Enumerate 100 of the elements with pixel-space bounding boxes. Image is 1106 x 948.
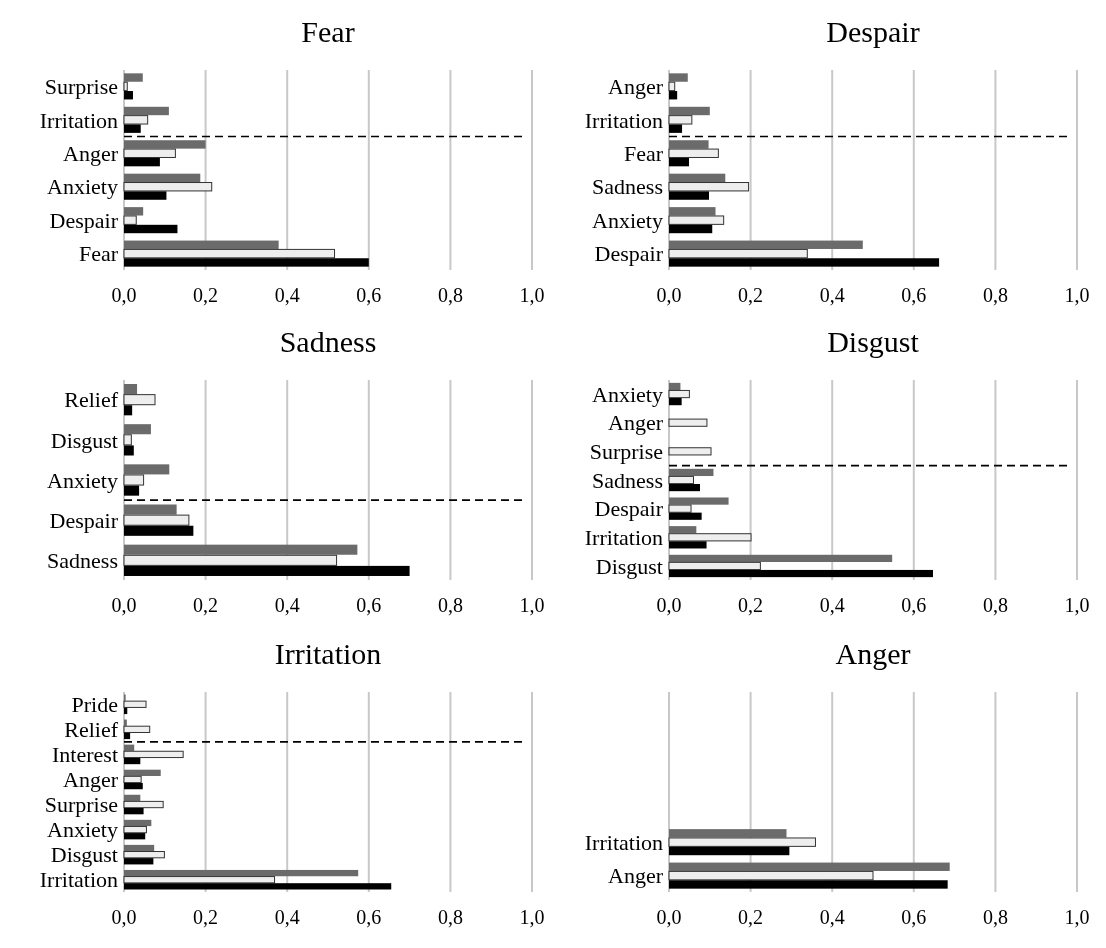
bar xyxy=(123,182,213,192)
bar xyxy=(669,124,683,133)
bar xyxy=(124,769,161,776)
x-tick-label: 0,2 xyxy=(193,594,219,616)
bar xyxy=(669,173,726,183)
x-tick-label: 0,6 xyxy=(901,284,927,306)
bar xyxy=(124,445,134,456)
y-tick-label: Irritation xyxy=(584,525,663,551)
x-tick-label: 0,8 xyxy=(437,906,463,928)
x-tick-label: 0,2 xyxy=(738,284,764,306)
x-tick-label: 0,4 xyxy=(274,594,300,616)
y-tick-label: Despair xyxy=(49,507,119,533)
bar xyxy=(668,533,752,542)
bar xyxy=(123,148,176,158)
bar xyxy=(124,91,133,100)
bar xyxy=(669,512,702,520)
bar xyxy=(123,700,147,708)
bar xyxy=(124,424,151,435)
bar xyxy=(669,207,716,216)
bar xyxy=(669,541,707,549)
x-tick-label: 0,2 xyxy=(193,284,219,306)
y-tick-label: Irritation xyxy=(584,829,663,855)
x-tick-label: 0,6 xyxy=(901,594,927,616)
x-tick-label: 0,6 xyxy=(356,906,382,928)
bar xyxy=(668,837,816,847)
bar xyxy=(124,719,127,726)
bar xyxy=(668,215,725,225)
chart-title: Despair xyxy=(826,15,920,48)
bar xyxy=(124,157,160,167)
bar xyxy=(124,106,169,116)
bar xyxy=(123,800,164,809)
bar xyxy=(669,91,678,100)
bar xyxy=(668,447,712,456)
bar xyxy=(669,240,863,249)
bar xyxy=(668,389,690,399)
y-tick-label: Fear xyxy=(623,140,664,166)
bar xyxy=(124,544,358,555)
y-tick-label: Anger xyxy=(63,767,119,793)
y-tick-label: Irritation xyxy=(584,107,663,133)
y-tick-label: Anxiety xyxy=(47,817,118,843)
bar xyxy=(124,258,369,267)
x-tick-label: 0,4 xyxy=(819,906,845,928)
y-tick-label: Anger xyxy=(608,863,664,889)
y-tick-label: Surprise xyxy=(589,439,663,465)
bar xyxy=(124,140,206,149)
x-tick-label: 0,6 xyxy=(356,594,382,616)
y-tick-label: Anxiety xyxy=(592,207,663,233)
bar xyxy=(669,554,893,562)
bar xyxy=(123,825,147,834)
bar xyxy=(123,474,145,486)
y-tick-label: Anxiety xyxy=(47,174,118,200)
bar xyxy=(669,224,713,234)
bar xyxy=(669,73,688,82)
y-tick-label: Anger xyxy=(608,74,664,100)
x-tick-label: 0,0 xyxy=(111,906,137,928)
y-tick-label: Anger xyxy=(608,410,664,436)
bar xyxy=(124,565,410,576)
bar xyxy=(669,468,714,477)
y-tick-label: Interest xyxy=(52,742,118,768)
bar xyxy=(124,384,138,395)
y-tick-label: Irritation xyxy=(39,107,118,133)
bar xyxy=(123,81,128,92)
bar xyxy=(123,725,151,733)
y-tick-label: Surprise xyxy=(44,792,118,818)
x-tick-label: 0,6 xyxy=(901,906,927,928)
bar xyxy=(124,858,154,865)
bar xyxy=(124,207,144,216)
y-tick-label: Relief xyxy=(64,387,119,413)
y-tick-label: Despair xyxy=(49,207,119,233)
bar xyxy=(124,525,194,536)
bar xyxy=(123,248,336,259)
y-tick-label: Anxiety xyxy=(592,381,663,407)
bar xyxy=(123,775,142,784)
chart-title: Sadness xyxy=(279,325,377,358)
chart-title: Fear xyxy=(301,15,355,48)
x-tick-label: 1,0 xyxy=(519,284,545,306)
bar xyxy=(123,876,276,884)
bar xyxy=(669,880,948,889)
bar xyxy=(668,870,874,881)
bar xyxy=(124,883,392,890)
bar xyxy=(669,398,682,406)
y-tick-label: Disgust xyxy=(50,842,118,868)
bar xyxy=(669,258,940,267)
bar xyxy=(669,483,701,492)
bar xyxy=(668,561,761,571)
bar xyxy=(668,418,708,427)
x-tick-label: 0,0 xyxy=(111,594,137,616)
x-tick-label: 0,0 xyxy=(656,284,682,306)
y-tick-label: Sadness xyxy=(592,174,663,200)
bar xyxy=(669,382,681,391)
x-tick-label: 1,0 xyxy=(1064,906,1090,928)
bar xyxy=(124,744,135,751)
x-tick-label: 0,2 xyxy=(738,594,764,616)
y-tick-label: Sadness xyxy=(592,467,663,493)
bar xyxy=(123,750,184,759)
x-tick-label: 1,0 xyxy=(519,906,545,928)
y-tick-label: Anger xyxy=(63,140,119,166)
x-tick-label: 0,8 xyxy=(982,594,1008,616)
bar xyxy=(669,846,790,856)
bar xyxy=(668,475,694,485)
